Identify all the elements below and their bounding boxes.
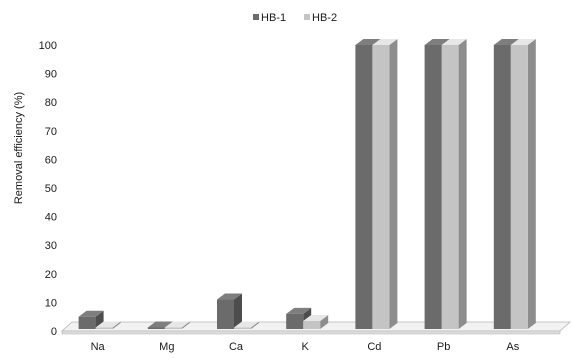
bar-side <box>389 39 398 329</box>
bar-hb-2-na <box>95 321 121 329</box>
legend-label: HB-2 <box>312 12 337 24</box>
bar-hb-1-ca <box>217 293 242 329</box>
bar-top <box>372 39 398 45</box>
y-tick-label: 70 <box>45 126 57 138</box>
y-axis-ticks: 0 10 20 30 40 50 60 70 80 90 100 <box>39 40 57 338</box>
x-tick-label: Mg <box>159 341 174 353</box>
x-tick-label: K <box>302 341 310 353</box>
bar-hb-2-ca <box>234 321 259 329</box>
x-tick-label: Pb <box>437 341 450 353</box>
bar-hb-1-na <box>78 310 104 329</box>
x-tick-label: Cd <box>367 341 381 353</box>
bar-side <box>112 321 121 329</box>
bar-hb-2-cd <box>372 39 398 329</box>
bar-top <box>217 293 242 300</box>
legend-swatch <box>304 14 310 20</box>
bar-side <box>527 39 536 329</box>
bar-side <box>181 321 190 329</box>
y-axis-label: Removal efficiency (%) <box>13 92 25 204</box>
bar-front <box>164 327 182 329</box>
bar-top <box>164 321 190 328</box>
y-tick-label: 80 <box>45 97 57 109</box>
bar-top <box>510 39 536 45</box>
y-tick-label: 50 <box>45 183 57 195</box>
bar-top <box>95 321 121 328</box>
y-tick-label: 10 <box>45 297 57 309</box>
bar-side <box>458 39 467 329</box>
legend-label: HB-1 <box>261 12 286 24</box>
x-tick-label: Na <box>91 341 106 353</box>
y-tick-label: 0 <box>51 326 57 338</box>
bar-hb-2-k <box>303 314 329 329</box>
x-tick-label: As <box>506 341 519 353</box>
x-axis-ticks: Na Mg Ca K Cd Pb As <box>91 341 520 353</box>
bar-front <box>147 327 165 329</box>
bar-front <box>424 45 442 329</box>
floor-front <box>61 330 561 335</box>
bar-top <box>286 307 312 314</box>
y-tick-label: 100 <box>39 40 57 52</box>
bar-top <box>303 314 329 321</box>
bar-top <box>424 39 450 45</box>
y-tick-label: 60 <box>45 154 57 166</box>
bar-hb-2-as <box>510 39 536 329</box>
bar-top <box>234 321 259 328</box>
y-tick-label: 90 <box>45 69 57 81</box>
bar-top <box>78 310 104 317</box>
bar-front <box>234 327 251 329</box>
bar-front <box>95 327 113 329</box>
bar-front <box>303 320 321 329</box>
bar-front <box>217 299 234 329</box>
bar-top <box>355 39 381 45</box>
bar-front <box>493 45 511 329</box>
bar-hb-2-pb <box>441 39 467 329</box>
bar-front <box>510 45 528 329</box>
bar-side <box>251 321 259 329</box>
legend: HB-1 HB-2 <box>253 12 337 24</box>
bar-front <box>441 45 459 329</box>
y-tick-label: 40 <box>45 212 57 224</box>
bar-front <box>78 316 96 329</box>
y-tick-label: 20 <box>45 269 57 281</box>
bar-front <box>355 45 373 329</box>
x-tick-label: Ca <box>229 341 244 353</box>
bar-side <box>320 314 329 329</box>
bar-top <box>147 321 173 328</box>
bars <box>78 39 536 329</box>
legend-swatch <box>253 14 259 20</box>
bar-front <box>286 313 304 329</box>
bar-side <box>234 293 242 329</box>
y-tick-label: 30 <box>45 240 57 252</box>
bar-front <box>372 45 390 329</box>
bar-top <box>441 39 467 45</box>
bar-top <box>493 39 519 45</box>
bar-hb-2-mg <box>164 321 190 329</box>
